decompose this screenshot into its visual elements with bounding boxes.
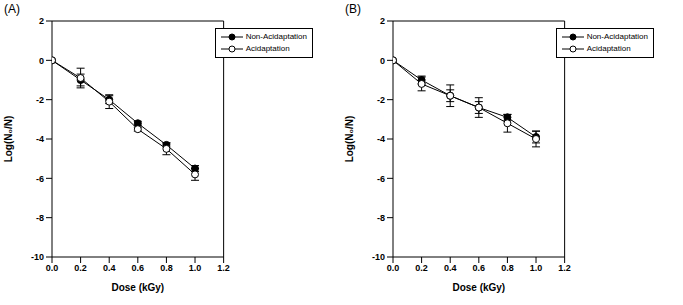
svg-text:Dose (kGy): Dose (kGy) <box>452 282 505 293</box>
svg-text:Log(N₀/N): Log(N₀/N) <box>344 116 355 163</box>
svg-text:Log(N₀/N): Log(N₀/N) <box>8 116 14 163</box>
svg-text:0: 0 <box>380 56 385 66</box>
svg-text:-2: -2 <box>377 95 385 105</box>
svg-text:0.8: 0.8 <box>160 263 173 273</box>
svg-text:0.4: 0.4 <box>103 263 116 273</box>
svg-text:-6: -6 <box>377 174 385 184</box>
svg-text:Dose (kGy): Dose (kGy) <box>111 282 164 293</box>
svg-text:2: 2 <box>39 16 44 26</box>
svg-text:0.6: 0.6 <box>473 263 486 273</box>
svg-text:2: 2 <box>380 16 385 26</box>
svg-text:0.8: 0.8 <box>501 263 514 273</box>
svg-text:0.6: 0.6 <box>132 263 145 273</box>
svg-text:-6: -6 <box>36 174 44 184</box>
svg-text:1.0: 1.0 <box>189 263 202 273</box>
svg-text:0.0: 0.0 <box>46 263 59 273</box>
svg-text:-10: -10 <box>372 252 385 262</box>
html-text:(B): (B) <box>345 2 361 16</box>
svg-text:0.0: 0.0 <box>387 263 400 273</box>
svg-text:-4: -4 <box>377 134 385 144</box>
html-text:Acidaptation: Acidaptation <box>586 44 631 53</box>
svg-text:1.2: 1.2 <box>217 263 230 273</box>
svg-text:0.2: 0.2 <box>74 263 87 273</box>
svg-text:-2: -2 <box>36 95 44 105</box>
html-text:Non-Acidaptation: Non-Acidaptation <box>586 32 648 41</box>
svg-text:0: 0 <box>39 56 44 66</box>
svg-text:-10: -10 <box>31 252 44 262</box>
html-text:(A): (A) <box>4 2 20 16</box>
svg-text:-4: -4 <box>36 134 44 144</box>
html-text:Non-Acidaptation: Non-Acidaptation <box>245 32 307 41</box>
html-text:Acidaptation: Acidaptation <box>245 44 290 53</box>
svg-text:0.2: 0.2 <box>415 263 428 273</box>
svg-text:-8: -8 <box>377 213 385 223</box>
svg-text:0.4: 0.4 <box>444 263 457 273</box>
svg-text:1.0: 1.0 <box>530 263 543 273</box>
svg-text:1.2: 1.2 <box>558 263 571 273</box>
svg-text:-8: -8 <box>36 213 44 223</box>
